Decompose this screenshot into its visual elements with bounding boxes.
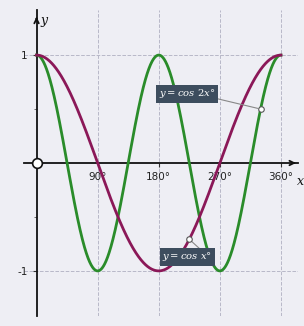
Text: $y = cos\ 2x°$: $y = cos\ 2x°$ (159, 87, 215, 100)
Text: x: x (297, 175, 304, 188)
Text: $y = cos\ x°$: $y = cos\ x°$ (162, 250, 212, 263)
Text: y: y (41, 14, 48, 27)
